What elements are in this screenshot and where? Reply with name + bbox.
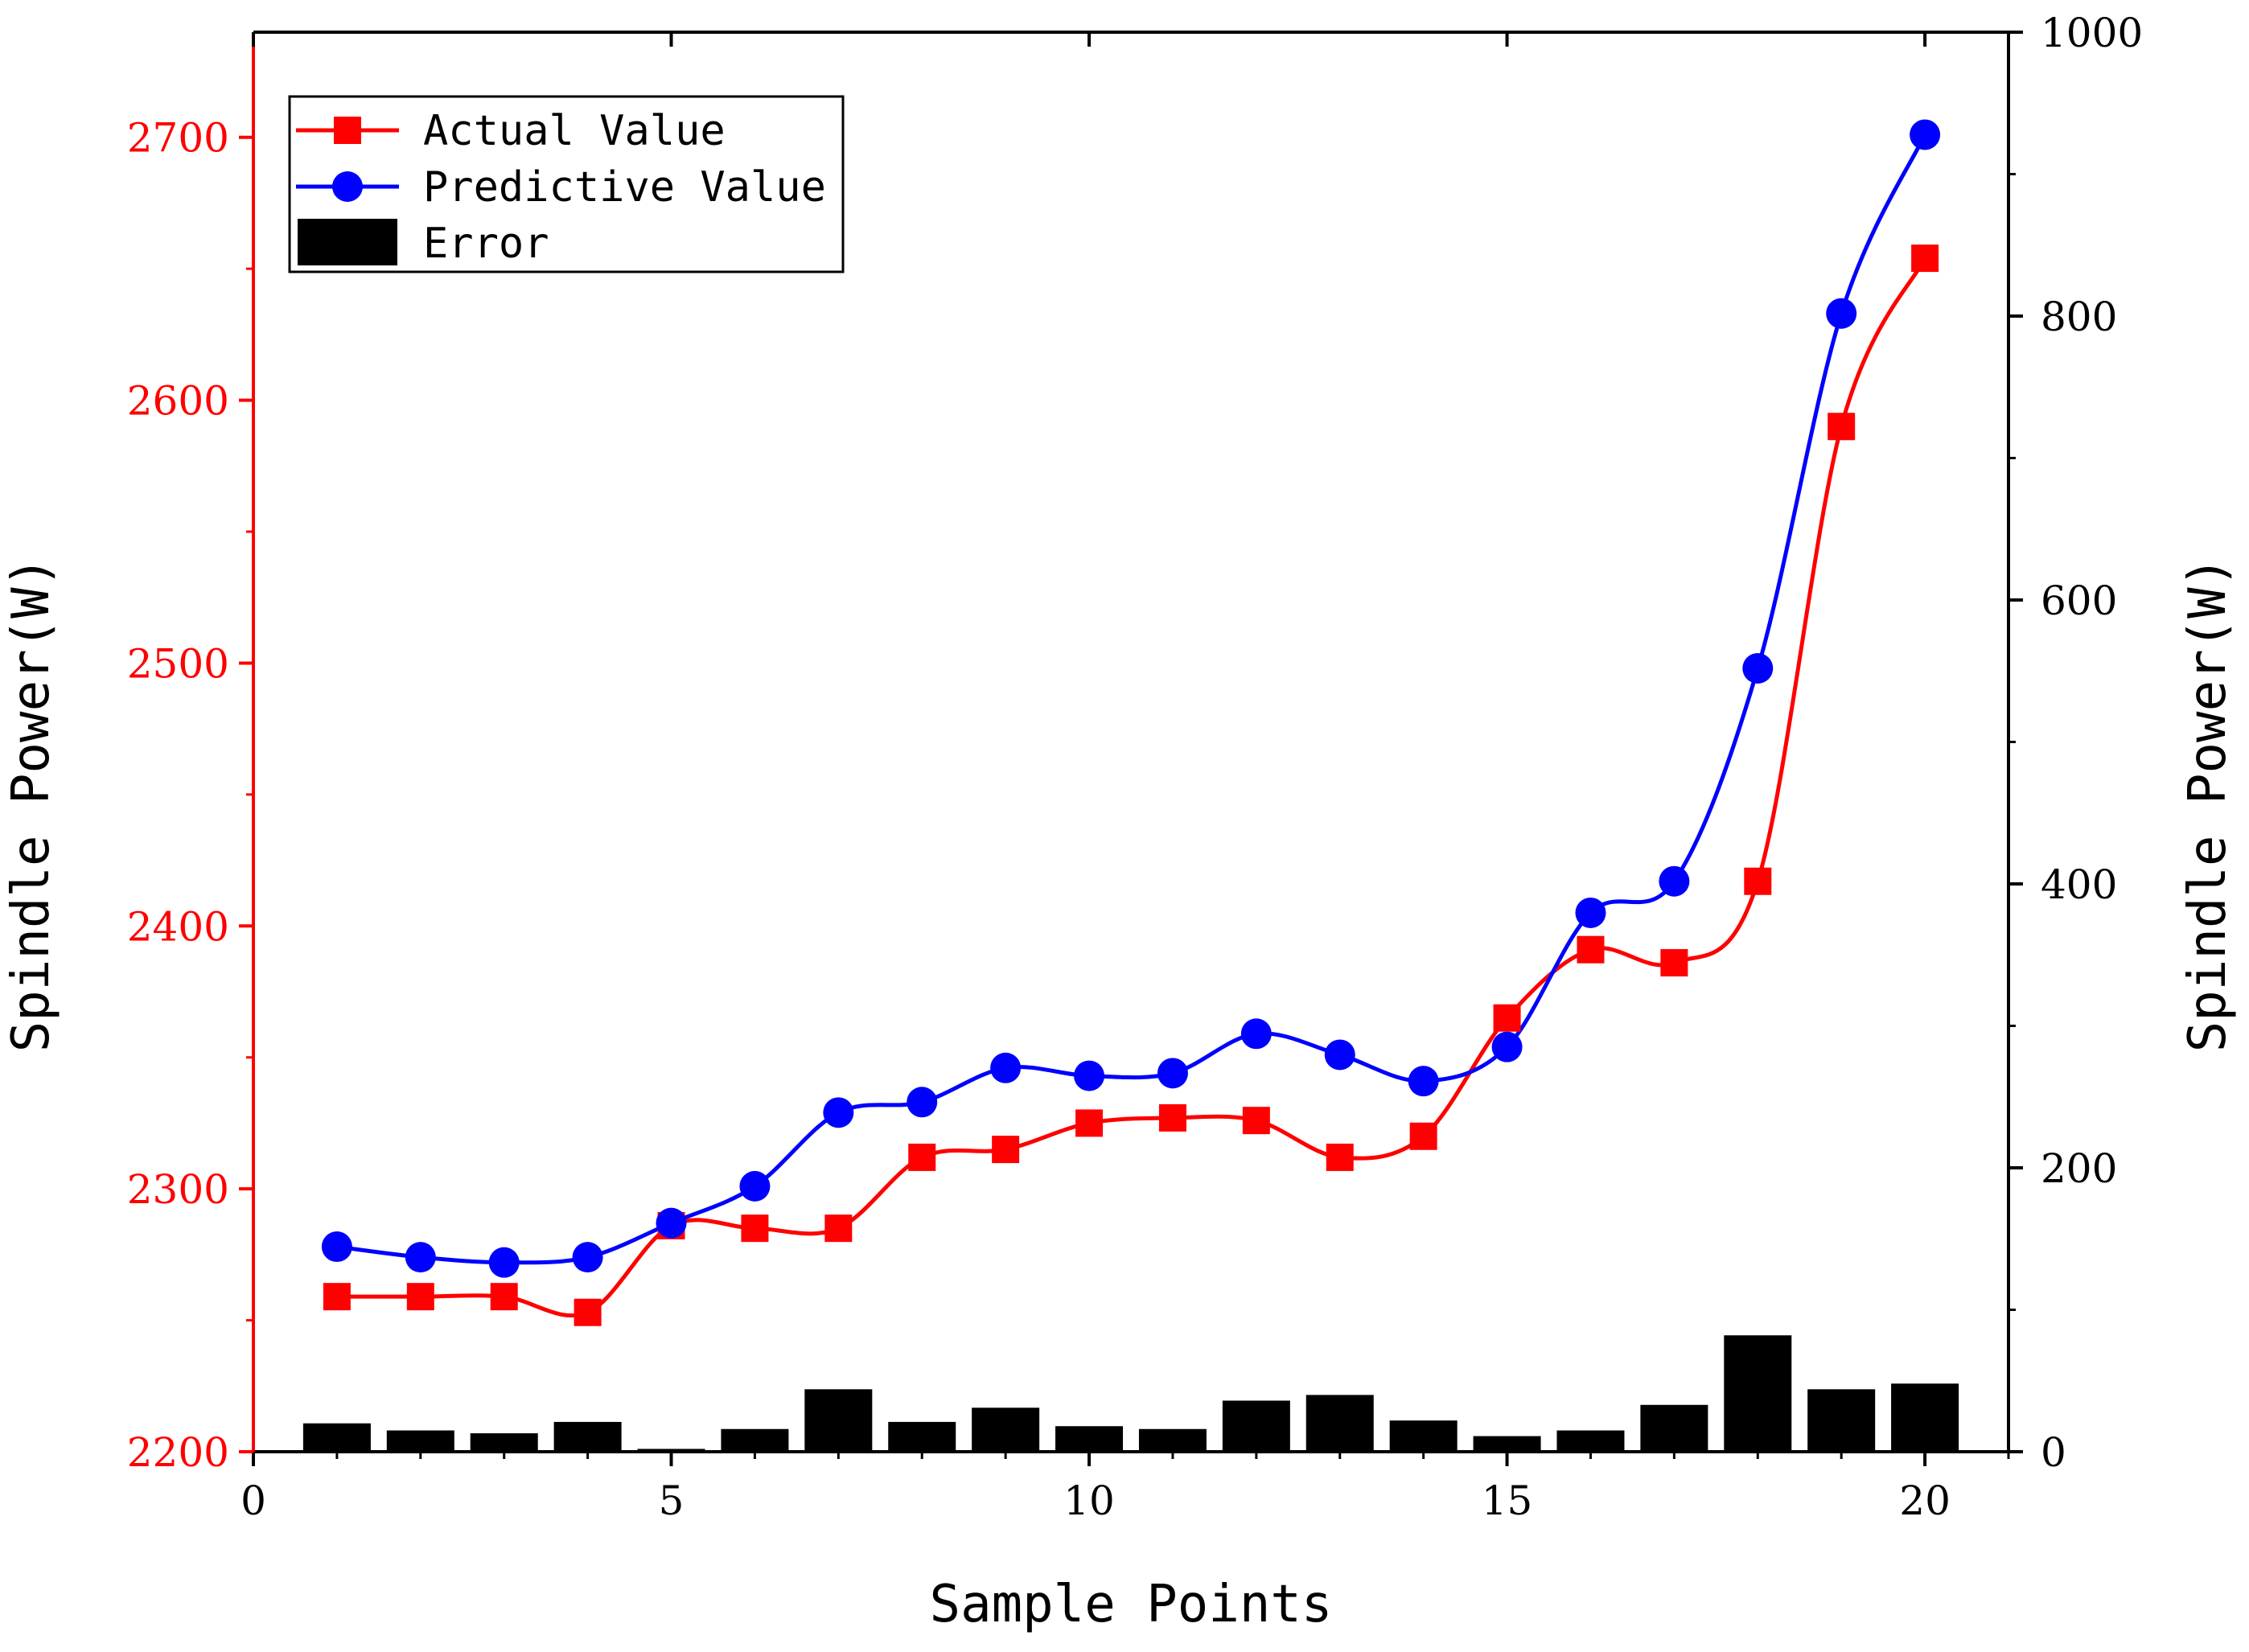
actual-value-point <box>1744 867 1772 895</box>
right-y-tick-label: 0 <box>2041 1429 2066 1476</box>
right-y-tick-label: 1000 <box>2041 10 2143 56</box>
actual-value-point <box>741 1214 769 1243</box>
right-y-tick-label: 400 <box>2041 861 2117 908</box>
x-tick-label: 10 <box>1063 1477 1115 1524</box>
right-y-tick-label: 600 <box>2041 577 2117 624</box>
actual-value-point <box>323 1283 351 1311</box>
predictive-value-point <box>990 1052 1022 1083</box>
error-bar <box>1305 1395 1374 1452</box>
actual-value-point <box>992 1136 1020 1164</box>
right-y-tick-label: 200 <box>2041 1145 2117 1192</box>
x-tick-label: 15 <box>1482 1477 1533 1524</box>
error-bar <box>721 1428 789 1452</box>
actual-value-point <box>1577 935 1605 964</box>
predictive-value-point <box>907 1087 938 1118</box>
left-y-axis-title: Spindle Power(W) <box>2 557 61 1053</box>
error-bar <box>1640 1404 1708 1452</box>
error-bar <box>972 1407 1040 1452</box>
actual-value-point <box>1075 1109 1104 1137</box>
error-bar <box>888 1421 956 1452</box>
right-y-axis-title: Spindle Power(W) <box>2178 557 2238 1053</box>
error-bar <box>553 1421 622 1452</box>
x-axis-title: Sample Points <box>930 1575 1333 1634</box>
x-tick-label: 5 <box>659 1477 685 1524</box>
predictive-value-point <box>1575 897 1606 928</box>
left-y-tick-label: 2600 <box>127 378 229 425</box>
legend-error-label: Error <box>423 220 549 268</box>
predictive-value-point <box>1659 865 1690 897</box>
predictive-value-point <box>823 1097 854 1128</box>
actual-value-point <box>1158 1103 1186 1132</box>
error-bar <box>1222 1400 1290 1452</box>
data-lines <box>336 134 1927 1318</box>
actual-value-point <box>1326 1143 1354 1171</box>
actual-value-point <box>908 1143 936 1171</box>
error-bar <box>1807 1389 1876 1452</box>
predictive-value-point <box>321 1231 352 1263</box>
predictive-value-point <box>1157 1058 1188 1089</box>
predictive-value-point <box>1742 652 1774 684</box>
error-bar <box>1389 1420 1458 1452</box>
predictive-value-point <box>739 1170 771 1202</box>
actual-value-point <box>490 1283 518 1311</box>
left-y-tick-label: 2300 <box>127 1166 229 1213</box>
predictive-value-point <box>488 1247 520 1278</box>
error-bar <box>1055 1426 1124 1452</box>
actual-value-point <box>574 1298 602 1326</box>
left-y-tick-label: 2200 <box>127 1429 229 1476</box>
predictive-value-point <box>1408 1066 1439 1097</box>
error-bar <box>1556 1430 1625 1452</box>
actual-value-line <box>336 257 1927 1318</box>
actual-value-point <box>1828 413 1856 441</box>
predictive-value-point <box>1324 1039 1355 1071</box>
error-bar <box>470 1433 538 1452</box>
legend-actual-label: Actual Value <box>423 107 726 155</box>
x-tick-label: 20 <box>1899 1477 1951 1524</box>
x-tick-label: 0 <box>241 1477 266 1524</box>
predictive-value-point <box>1074 1060 1105 1091</box>
actual-value-point <box>824 1214 853 1243</box>
actual-value-point <box>1911 245 1939 273</box>
actual-value-point <box>406 1283 434 1311</box>
legend-predictive-label: Predictive Value <box>423 163 826 212</box>
predictive-value-line <box>336 134 1927 1265</box>
error-bar <box>1891 1383 1959 1452</box>
predictive-value-point <box>1491 1031 1523 1062</box>
error-bar <box>1724 1335 1792 1452</box>
actual-value-point <box>1660 949 1688 977</box>
right-y-tick-label: 800 <box>2041 294 2117 340</box>
left-y-tick-label: 2500 <box>127 640 229 687</box>
actual-value-point <box>1242 1107 1270 1135</box>
predictive-value-point <box>1240 1018 1272 1050</box>
legend: Actual Value Predictive Value Error <box>288 95 845 273</box>
error-bar <box>386 1430 454 1452</box>
error-bar <box>302 1423 371 1452</box>
left-y-tick-label: 2700 <box>127 115 229 162</box>
actual-value-point <box>1409 1122 1437 1150</box>
error-bars <box>302 1335 1959 1452</box>
legend-error-swatch <box>298 219 397 265</box>
predictive-value-point <box>1826 298 1857 329</box>
error-bar <box>804 1389 873 1452</box>
axes: 0 5 10 15 20 2200 2300 2400 2500 2600 2700 0 200 400 6… <box>127 10 2144 1524</box>
predictive-value-point <box>656 1207 687 1239</box>
legend-actual-marker <box>334 117 361 144</box>
legend-predictive-marker <box>332 171 363 202</box>
predictive-value-point <box>405 1242 436 1273</box>
predictive-value-point <box>572 1242 603 1273</box>
error-bar <box>1138 1428 1207 1452</box>
error-bar <box>1473 1436 1541 1452</box>
predictive-value-point <box>1910 119 1941 150</box>
data-markers <box>321 119 1941 1326</box>
actual-value-point <box>1493 1004 1521 1032</box>
left-y-tick-label: 2400 <box>127 903 229 950</box>
